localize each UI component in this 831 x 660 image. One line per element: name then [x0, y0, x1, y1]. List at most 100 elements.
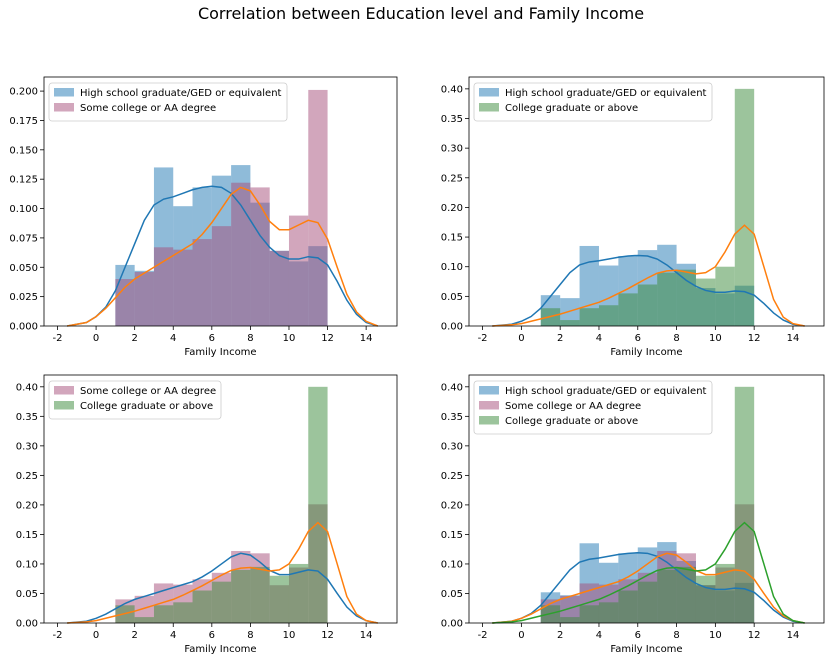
- x-tick-label: 10: [283, 630, 296, 641]
- x-tick-label: 10: [709, 630, 722, 641]
- x-tick-label: 14: [360, 630, 373, 641]
- chart-panel-4: -2 0 2 4 6 8 10 12 14 0.00 0.05 0.10 0.15 0.20 0.25 0.3…: [441, 374, 825, 655]
- bar: [560, 595, 580, 623]
- kde-line-1: [492, 254, 805, 327]
- bar: [231, 569, 251, 623]
- x-tick-label: 4: [170, 333, 176, 344]
- y-tick-label: 0.40: [441, 382, 463, 393]
- chart-panel-1: -2 0 2 4 6 8 10 12 14 0.000 0.025 0.050 0.075 0.100 0.…: [9, 76, 398, 358]
- y-tick-label: 0.25: [16, 471, 38, 482]
- x-tick-label: 6: [209, 333, 215, 344]
- bar: [288, 215, 309, 326]
- legend-label: Some college or AA degree: [505, 401, 641, 412]
- y-tick-label: 0.20: [16, 500, 38, 511]
- x-tick-label: 12: [748, 630, 761, 641]
- legend: High school graduate/GED or equivalent So…: [48, 82, 288, 122]
- legend-box: [48, 82, 288, 122]
- y-tick-label: 0.20: [441, 500, 463, 511]
- legend-label: College graduate or above: [505, 103, 638, 114]
- x-tick-label: 8: [247, 333, 253, 344]
- bar: [231, 182, 251, 326]
- bar: [250, 566, 270, 623]
- bar: [250, 187, 270, 326]
- axes-frame: [43, 76, 398, 327]
- y-tick-label: 0.05: [441, 589, 463, 600]
- y-tick-label: 0.075: [9, 233, 38, 244]
- kde-line-1: [67, 552, 378, 624]
- y-tick-label: 0.15: [16, 530, 38, 541]
- y-tick-label: 0.30: [441, 441, 463, 452]
- x-tick-label: 14: [360, 333, 373, 344]
- kde-line-3: [492, 521, 805, 624]
- bar: [695, 278, 716, 326]
- histogram-2: [115, 386, 328, 623]
- kde-line-1: [492, 551, 805, 624]
- bar: [618, 293, 638, 326]
- y-tick-label: 0.15: [441, 233, 463, 244]
- y-tick-label: 0.40: [441, 84, 463, 95]
- histogram-2: [115, 89, 328, 326]
- x-tick-label: 4: [596, 630, 602, 641]
- chart-panel-2: -2 0 2 4 6 8 10 12 14 0.00 0.05 0.10 0.15 0.20 0.25 0.3…: [441, 76, 825, 358]
- bar: [134, 595, 154, 623]
- legend-box: [473, 82, 713, 122]
- bar: [269, 250, 289, 326]
- bar: [579, 605, 599, 623]
- kde-line-1: [67, 185, 378, 327]
- x-tick-label: -2: [478, 333, 488, 344]
- figure-suptitle: Correlation between Education level and …: [198, 4, 644, 23]
- legend-label: Some college or AA degree: [80, 386, 216, 397]
- legend-label: High school graduate/GED or equivalent: [505, 88, 707, 99]
- x-axis-label: Family Income: [184, 644, 256, 655]
- legend-label: High school graduate/GED or equivalent: [80, 88, 282, 99]
- bar: [676, 269, 696, 326]
- bar: [657, 272, 677, 326]
- x-tick-label: 12: [321, 630, 334, 641]
- legend: High school graduate/GED or equivalent So…: [473, 380, 713, 435]
- y-tick-label: 0.175: [9, 116, 38, 127]
- x-tick-label: 2: [557, 630, 563, 641]
- bar: [211, 226, 232, 326]
- y-tick-label: 0.05: [441, 292, 463, 303]
- x-tick-label: -2: [53, 333, 63, 344]
- y-tick-label: 0.15: [441, 530, 463, 541]
- kde-line-2: [492, 552, 805, 624]
- bar: [134, 617, 154, 623]
- x-axis-label: Family Income: [184, 347, 256, 358]
- y-tick-label: 0.25: [441, 471, 463, 482]
- legend: High school graduate/GED or equivalent Co…: [473, 82, 713, 122]
- y-tick-label: 0.00: [441, 322, 463, 333]
- bar: [115, 279, 135, 326]
- axes-frame: [468, 76, 825, 327]
- bar: [579, 308, 599, 326]
- legend-swatch: [479, 386, 499, 395]
- legend-swatch: [54, 386, 74, 395]
- bar: [134, 271, 154, 326]
- y-tick-label: 0.00: [16, 619, 38, 630]
- y-tick-label: 0.10: [441, 262, 463, 273]
- bar: [618, 590, 638, 623]
- histogram-3: [540, 386, 755, 623]
- x-tick-label: 0: [518, 630, 524, 641]
- y-tick-label: 0.200: [9, 87, 38, 98]
- y-tick-label: 0.125: [9, 175, 38, 186]
- kde-line-2: [67, 186, 378, 327]
- axes-frame: [468, 374, 825, 624]
- bar: [173, 602, 193, 623]
- bar: [173, 249, 193, 326]
- legend-swatch: [54, 103, 74, 112]
- x-tick-label: 6: [635, 333, 641, 344]
- bar: [308, 386, 328, 623]
- y-tick-label: 0.025: [9, 292, 38, 303]
- x-tick-label: 14: [787, 333, 800, 344]
- legend-swatch: [54, 88, 74, 97]
- x-tick-label: 6: [209, 630, 215, 641]
- bar: [598, 602, 619, 623]
- legend-label: College graduate or above: [505, 416, 638, 427]
- y-tick-label: 0.25: [441, 173, 463, 184]
- x-tick-label: 12: [321, 333, 334, 344]
- kde-line-2: [67, 521, 378, 624]
- legend-swatch: [54, 401, 74, 410]
- bar: [676, 566, 696, 623]
- x-axis-label: Family Income: [610, 347, 682, 358]
